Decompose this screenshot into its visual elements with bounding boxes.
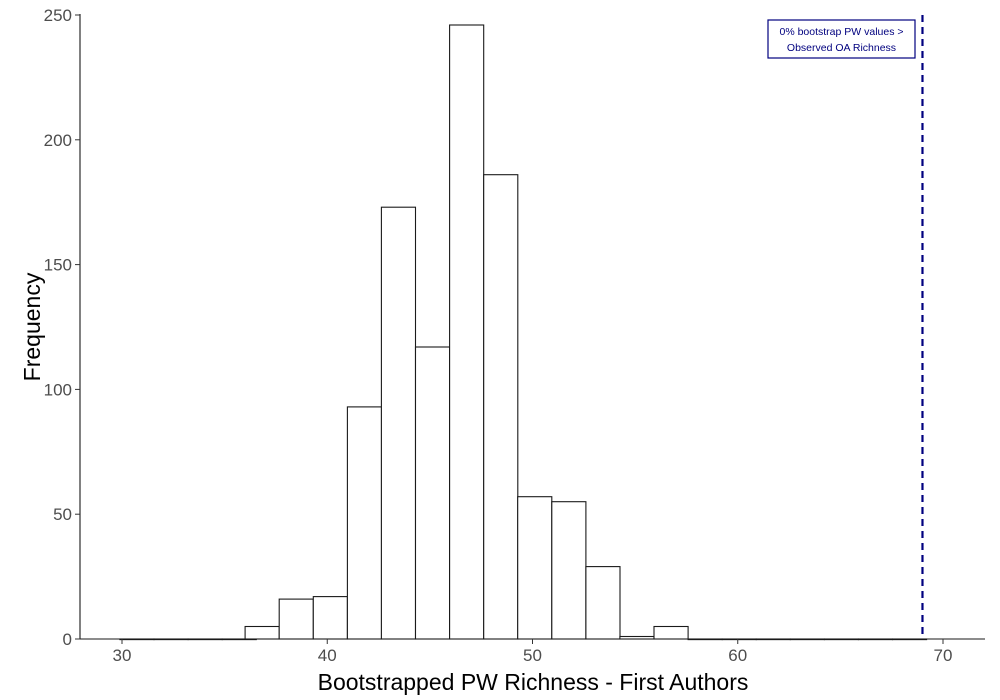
histogram-bar-8 <box>380 206 417 640</box>
axes: 30 40 50 60 70 0 50 100 150 200 250 <box>44 6 985 665</box>
y-tick-label: 0 <box>63 630 72 649</box>
y-tick-label: 100 <box>44 380 72 399</box>
histogram-bar-9 <box>414 346 451 640</box>
histogram-bar-13 <box>551 501 587 640</box>
x-axis-title: Bootstrapped PW Richness - First Authors <box>318 669 749 695</box>
y-tick-label: 200 <box>44 131 72 150</box>
histogram-bar-7 <box>346 406 383 640</box>
y-axis-ticks: 0 50 100 150 200 250 <box>44 6 80 649</box>
x-tick-label: 70 <box>934 646 953 665</box>
y-tick-label: 50 <box>53 505 72 524</box>
histogram-bar-11 <box>483 174 519 640</box>
histogram-bar-14 <box>585 566 621 640</box>
annotation-box: 0% bootstrap PW values > Observed OA Ric… <box>767 19 916 59</box>
histogram-bar-10 <box>449 24 485 640</box>
annotation-border <box>767 19 916 59</box>
y-tick-label: 250 <box>44 6 72 25</box>
x-tick-label: 40 <box>318 646 337 665</box>
annotation-line-1: 0% bootstrap PW values > <box>779 26 903 38</box>
histogram-bar-6 <box>312 596 348 640</box>
x-tick-label: 60 <box>728 646 747 665</box>
histogram-bar-4 <box>244 625 280 640</box>
histogram-bar-16 <box>653 625 689 640</box>
histogram-bars <box>119 24 928 641</box>
y-axis-title: Frequency <box>19 272 45 381</box>
annotation-line-2: Observed OA Richness <box>787 42 896 54</box>
x-axis-ticks: 30 40 50 60 70 <box>113 639 953 665</box>
x-tick-label: 30 <box>113 646 132 665</box>
x-tick-label: 50 <box>523 646 542 665</box>
histogram-bar-12 <box>517 496 553 640</box>
y-tick-label: 150 <box>44 256 72 275</box>
histogram-bar-5 <box>278 598 314 640</box>
